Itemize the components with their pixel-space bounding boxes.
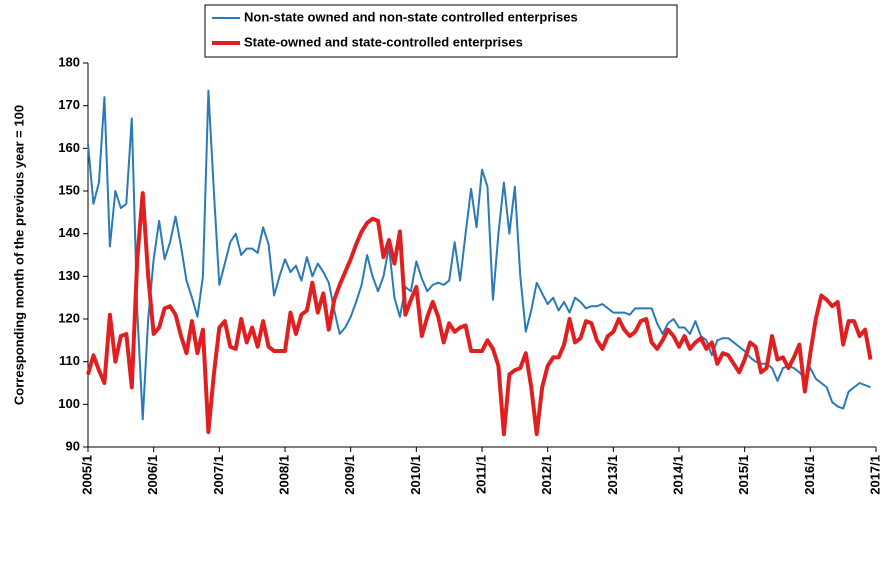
y-tick-label: 170 <box>58 97 80 112</box>
x-tick-label: 2011/1 <box>473 455 488 494</box>
x-tick-label: 2010/1 <box>408 455 423 495</box>
x-tick-label: 2006/1 <box>145 455 160 495</box>
x-tick-label: 2015/1 <box>736 455 751 495</box>
x-tick-label: 2005/1 <box>79 455 94 495</box>
y-tick-label: 120 <box>58 310 80 325</box>
y-axis-label: Corresponding month of the previous year… <box>11 105 26 405</box>
series-line <box>87 89 871 421</box>
x-tick-label: 2013/1 <box>605 455 620 495</box>
y-tick-label: 150 <box>58 182 80 197</box>
x-tick-label: 2016/1 <box>802 455 817 495</box>
legend-label: State-owned and state-controlled enterpr… <box>244 34 523 49</box>
series-line <box>86 191 873 437</box>
y-tick-label: 130 <box>58 268 80 283</box>
x-tick-label: 2014/1 <box>670 455 685 495</box>
legend-box <box>204 4 678 58</box>
y-tick-label: 140 <box>58 225 80 240</box>
x-tick-label: 2007/1 <box>211 455 226 495</box>
y-tick-label: 90 <box>66 438 80 453</box>
x-tick-label: 2017/1 <box>867 455 882 495</box>
y-tick-label: 160 <box>58 140 80 155</box>
legend-label: Non-state owned and non-state controlled… <box>244 9 578 24</box>
y-tick-label: 180 <box>58 54 80 69</box>
x-tick-label: 2009/1 <box>342 455 357 495</box>
y-tick-label: 100 <box>58 396 80 411</box>
x-tick-label: 2008/1 <box>276 455 291 495</box>
y-tick-label: 110 <box>59 353 80 368</box>
x-tick-label: 2012/1 <box>539 455 554 495</box>
